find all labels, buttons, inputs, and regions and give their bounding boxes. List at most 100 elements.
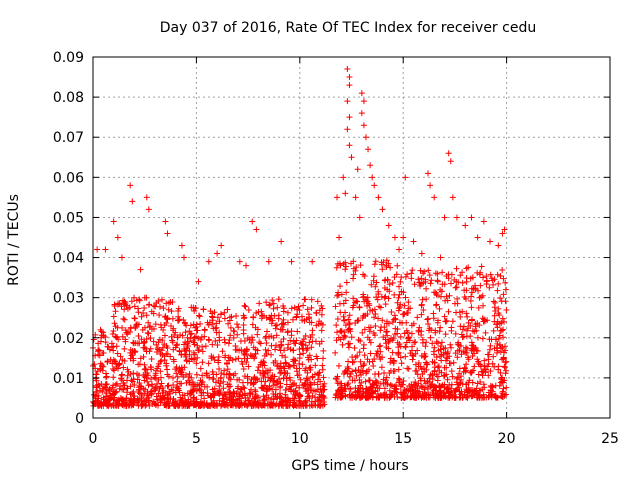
data-point bbox=[361, 273, 368, 280]
data-point bbox=[92, 371, 99, 378]
data-point bbox=[453, 309, 460, 316]
data-point bbox=[335, 362, 342, 369]
data-point bbox=[262, 334, 269, 341]
data-point bbox=[483, 273, 490, 280]
data-point bbox=[443, 272, 450, 279]
y-tick-label: 0.09 bbox=[53, 50, 84, 66]
data-point bbox=[365, 377, 372, 384]
data-point bbox=[259, 313, 266, 320]
data-point bbox=[413, 367, 420, 374]
data-point bbox=[296, 351, 303, 358]
data-point bbox=[262, 378, 269, 385]
data-point bbox=[492, 393, 499, 400]
data-point bbox=[498, 375, 505, 382]
data-point bbox=[95, 395, 102, 402]
data-point bbox=[184, 343, 191, 350]
data-point bbox=[391, 388, 398, 395]
data-point bbox=[120, 300, 127, 307]
data-point bbox=[198, 390, 205, 397]
data-point bbox=[128, 402, 135, 409]
data-point bbox=[270, 382, 277, 389]
data-point bbox=[394, 326, 401, 333]
data-point bbox=[110, 218, 117, 225]
data-point bbox=[383, 374, 390, 381]
data-point bbox=[130, 370, 137, 377]
data-point bbox=[163, 300, 170, 307]
data-point bbox=[379, 206, 386, 213]
data-point bbox=[290, 347, 297, 354]
data-point bbox=[346, 142, 353, 149]
data-point bbox=[97, 338, 104, 345]
data-point bbox=[425, 321, 432, 328]
data-point bbox=[213, 400, 220, 407]
data-point bbox=[499, 230, 506, 237]
data-point bbox=[241, 302, 248, 309]
data-point bbox=[490, 327, 497, 334]
data-point bbox=[241, 314, 248, 321]
data-point bbox=[151, 387, 158, 394]
data-point bbox=[136, 296, 143, 303]
data-point bbox=[434, 319, 441, 326]
data-point bbox=[349, 359, 356, 366]
data-point bbox=[216, 337, 223, 344]
data-point bbox=[91, 391, 98, 398]
data-point bbox=[385, 295, 392, 302]
data-point bbox=[155, 376, 162, 383]
data-point bbox=[217, 402, 224, 409]
data-point bbox=[140, 309, 147, 316]
data-point bbox=[337, 262, 344, 269]
data-point bbox=[221, 367, 228, 374]
data-point bbox=[221, 309, 228, 316]
data-point bbox=[266, 383, 273, 390]
data-point bbox=[92, 388, 99, 395]
data-point bbox=[388, 382, 395, 389]
data-point bbox=[306, 314, 313, 321]
y-axis-label: ROTI / TECUs bbox=[6, 194, 22, 286]
data-point bbox=[503, 367, 510, 374]
data-point bbox=[134, 370, 141, 377]
data-point bbox=[376, 385, 383, 392]
data-point bbox=[138, 383, 145, 390]
data-point bbox=[428, 382, 435, 389]
data-point bbox=[463, 327, 470, 334]
data-point bbox=[116, 397, 123, 404]
data-point bbox=[112, 323, 119, 330]
data-point bbox=[135, 305, 142, 312]
data-point bbox=[148, 366, 155, 373]
data-point bbox=[500, 355, 507, 362]
data-point bbox=[263, 333, 270, 340]
data-point bbox=[403, 339, 410, 346]
data-point bbox=[194, 342, 201, 349]
data-point bbox=[284, 328, 291, 335]
data-point bbox=[390, 357, 397, 364]
data-point bbox=[333, 322, 340, 329]
data-point bbox=[459, 269, 466, 276]
data-point bbox=[411, 281, 418, 288]
data-point bbox=[255, 402, 262, 409]
data-point bbox=[97, 387, 104, 394]
data-point bbox=[174, 317, 181, 324]
data-point bbox=[131, 315, 138, 322]
data-point bbox=[143, 194, 150, 201]
data-point bbox=[136, 361, 143, 368]
data-point bbox=[474, 320, 481, 327]
data-point bbox=[95, 346, 102, 353]
data-point bbox=[372, 283, 379, 290]
data-point bbox=[282, 370, 289, 377]
data-point bbox=[220, 378, 227, 385]
data-point bbox=[441, 214, 448, 221]
data-point bbox=[404, 271, 411, 278]
data-point bbox=[342, 367, 349, 374]
data-point bbox=[427, 182, 434, 189]
data-point bbox=[357, 337, 364, 344]
data-point bbox=[191, 351, 198, 358]
data-point bbox=[112, 308, 119, 315]
data-point bbox=[184, 334, 191, 341]
data-point bbox=[437, 324, 444, 331]
data-point bbox=[395, 305, 402, 312]
data-point bbox=[384, 380, 391, 387]
data-point bbox=[441, 313, 448, 320]
data-point bbox=[233, 321, 240, 328]
data-point bbox=[480, 218, 487, 225]
data-point bbox=[501, 363, 508, 370]
